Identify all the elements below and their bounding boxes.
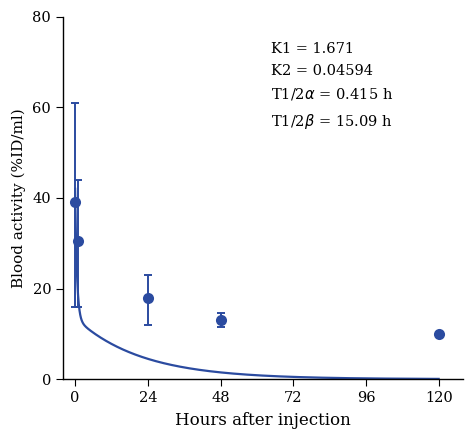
Text: K1 = 1.671
K2 = 0.04594
T1/2$\alpha$ = 0.415 h
T1/2$\beta$ = 15.09 h: K1 = 1.671 K2 = 0.04594 T1/2$\alpha$ = 0… — [271, 42, 393, 131]
Y-axis label: Blood activity (%ID/ml): Blood activity (%ID/ml) — [11, 108, 26, 288]
X-axis label: Hours after injection: Hours after injection — [175, 412, 351, 429]
